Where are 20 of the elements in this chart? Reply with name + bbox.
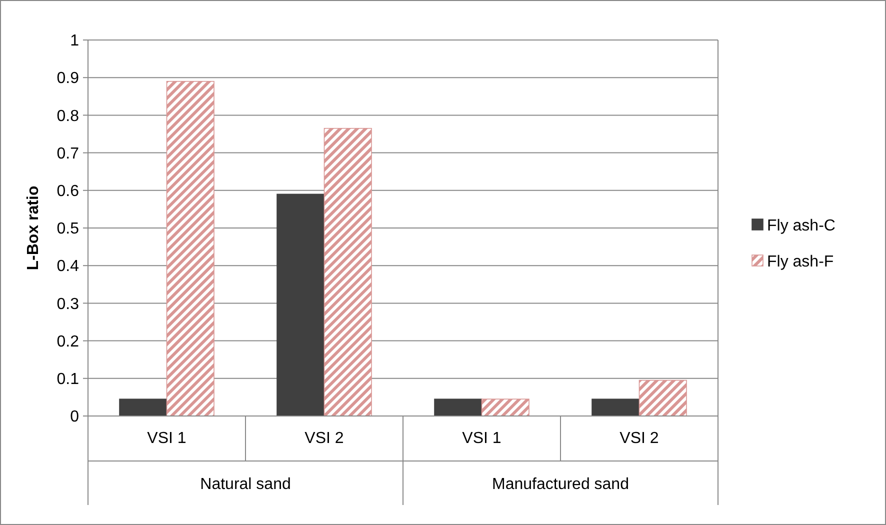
y-tick-label: 0.9	[56, 70, 80, 88]
legend-label: Fly ash-F	[767, 254, 834, 271]
x-tick-label: VSI 1	[462, 430, 502, 447]
x-tick-label: VSI 1	[147, 430, 186, 447]
legend-label: Fly ash-C	[767, 218, 836, 235]
x-tick-label: VSI 2	[304, 430, 344, 447]
y-tick-label: 1	[70, 32, 80, 50]
y-tick-label: 0.8	[56, 108, 80, 125]
y-tick-label: 0.2	[56, 333, 80, 350]
y-tick-label: 0.7	[56, 145, 80, 162]
y-tick-label: 0.6	[56, 183, 80, 200]
y-axis-title: L-Box ratio	[25, 186, 42, 270]
y-tick-label: 0	[70, 408, 80, 426]
y-tick-label: 0.3	[56, 296, 80, 313]
y-tick-label: 0.4	[56, 258, 80, 276]
x-tick-label: VSI 2	[620, 430, 659, 447]
y-tick-label: 0.5	[56, 220, 80, 238]
y-tick-label: 0.1	[56, 371, 80, 388]
text: Manufactured sand	[492, 476, 629, 493]
text: Natural sand	[200, 476, 291, 493]
